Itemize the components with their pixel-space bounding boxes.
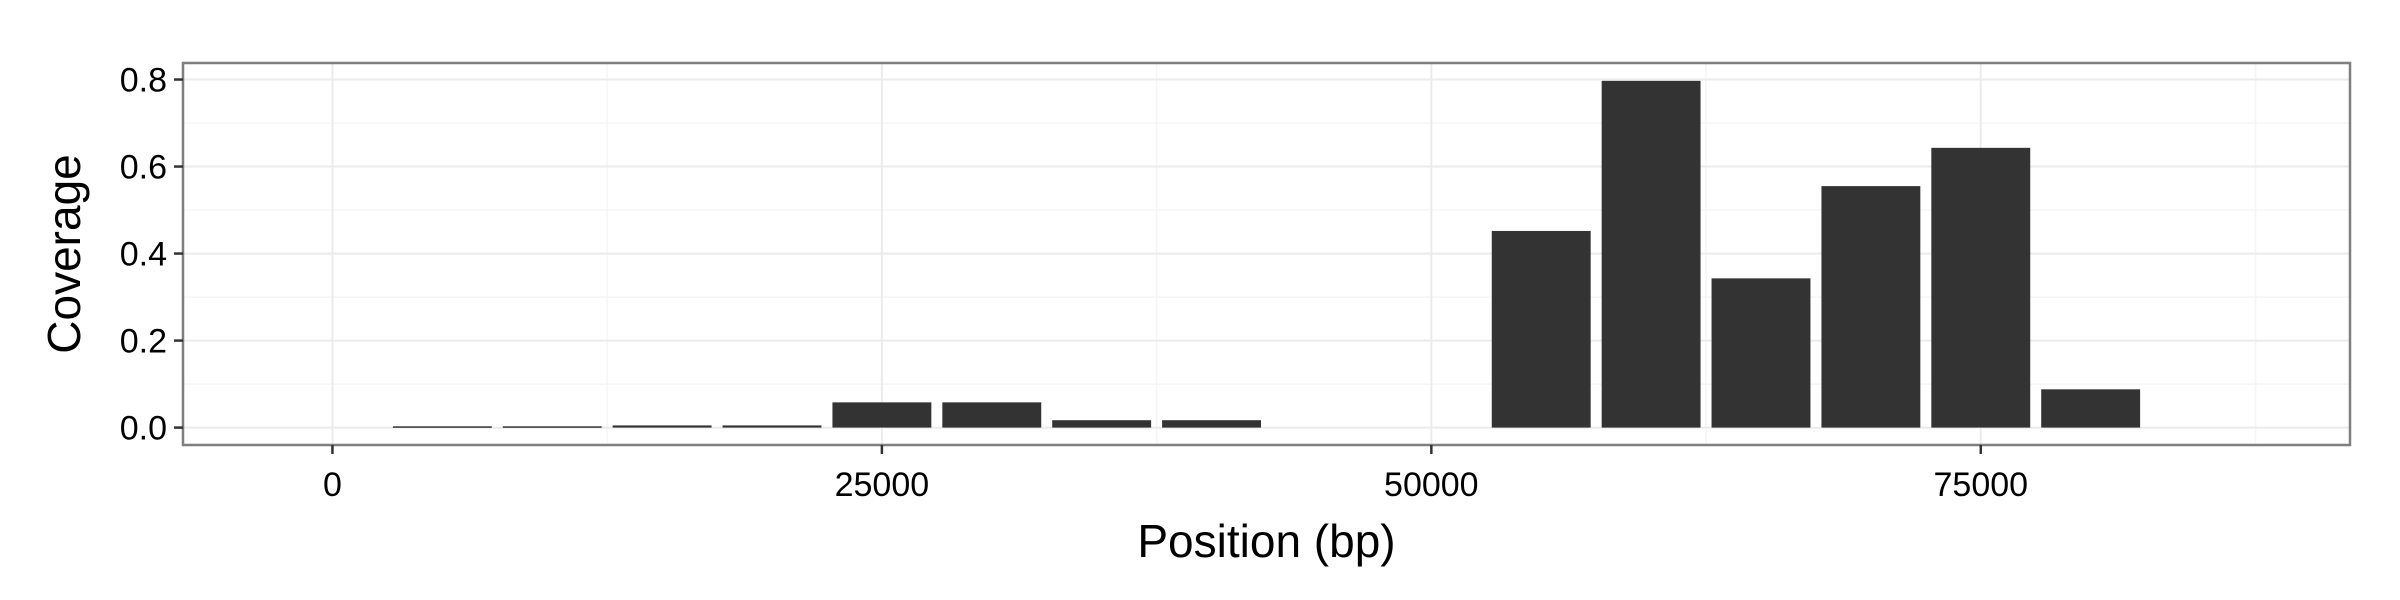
bar	[612, 425, 712, 428]
bars	[392, 80, 2141, 428]
x-tick-label: 25000	[835, 466, 930, 504]
bar	[502, 426, 602, 428]
y-axis: 0.0 0.2 0.4 0.6 0.8	[120, 62, 183, 448]
y-tick-label: 0.4	[120, 236, 167, 274]
bar	[1821, 186, 1921, 428]
y-tick-label: 0.6	[120, 149, 167, 187]
bar	[392, 426, 492, 428]
y-tick-label: 0.2	[120, 323, 167, 361]
bar	[1162, 420, 1262, 428]
y-tick-label: 0.8	[120, 62, 167, 100]
x-tick-label: 0	[323, 466, 342, 504]
bar	[942, 402, 1042, 428]
x-tick-label: 50000	[1384, 466, 1479, 504]
x-axis: 0 25000 50000 75000	[323, 445, 2028, 504]
x-axis-title: Position (bp)	[1137, 515, 1395, 567]
bar	[1491, 230, 1591, 428]
y-tick-label: 0.0	[120, 410, 167, 448]
bar	[2041, 389, 2141, 428]
bar	[1931, 147, 2031, 428]
x-tick-label: 75000	[1934, 466, 2029, 504]
bar	[1052, 420, 1152, 428]
y-axis-title: Coverage	[38, 154, 90, 353]
bar	[722, 425, 822, 428]
bar	[1711, 278, 1811, 428]
bar	[1601, 80, 1701, 428]
bar	[832, 402, 932, 428]
